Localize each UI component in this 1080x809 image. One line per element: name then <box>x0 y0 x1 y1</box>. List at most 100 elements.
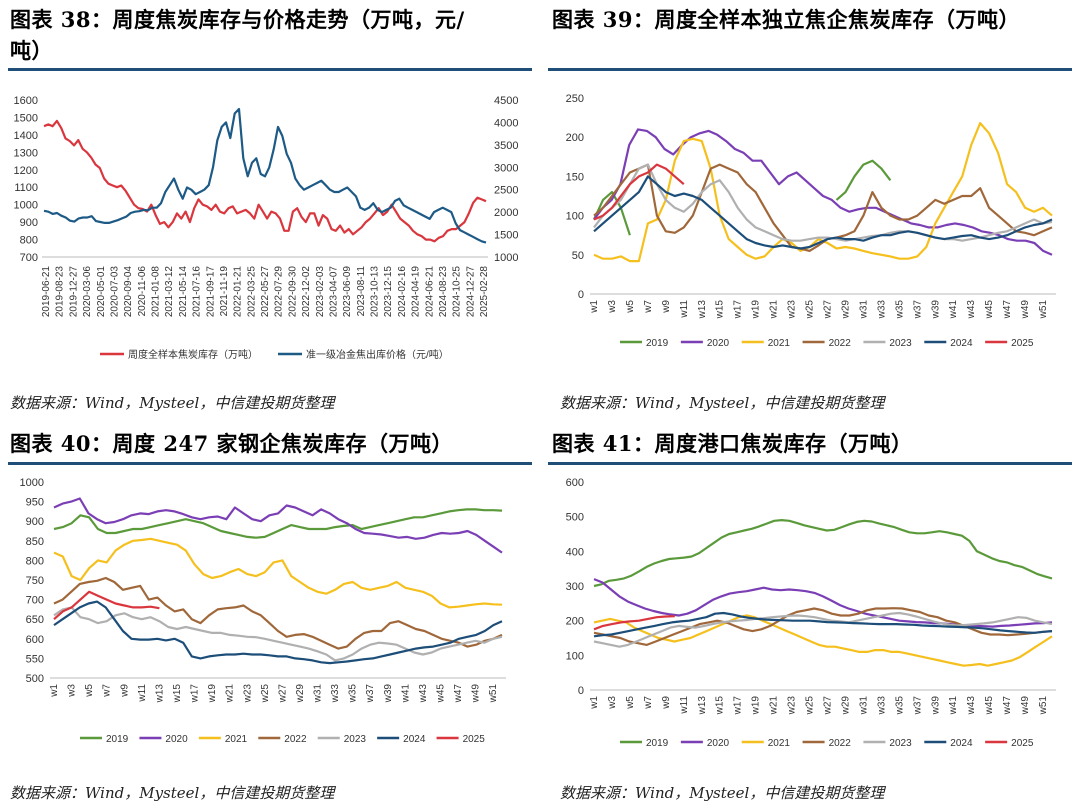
x-tick-label: w41 <box>948 696 959 716</box>
x-tick-label: 2019-12-27 <box>68 266 79 318</box>
x-tick-label: w47 <box>453 684 464 704</box>
x-tick-label: 2023-02-03 <box>315 266 326 318</box>
x-tick-label: w45 <box>984 300 995 320</box>
legend-label-inventory: 周度全样本焦炭库存（万吨） <box>128 348 258 361</box>
legend-label-2024: 2024 <box>950 338 973 349</box>
source-note: 数据来源：Wind，Mysteel，中信建投期货整理 <box>10 784 335 802</box>
chart-38-plot: 700 800 900 1000 1100 1200 1300 1400 1500 1600 100… <box>14 95 519 361</box>
y-tick-label: 850 <box>26 536 44 548</box>
x-tick-label: w23 <box>242 684 253 704</box>
chart-title: 图表 38：周度焦炭库存与价格走势（万吨，元/ 吨） <box>10 4 465 66</box>
y2-tick-label: 3000 <box>494 162 518 174</box>
x-tick-label: 2025-02-28 <box>479 266 490 318</box>
panel-41: 图表 41：周度港口焦炭库存（万吨） 0 100 200 300 400 500 600 w1… <box>548 420 1080 809</box>
series-line-2022 <box>593 163 1053 252</box>
x-tick-label: 2019-08-23 <box>55 266 66 318</box>
x-tick-label: w41 <box>948 300 959 320</box>
x-tick-label: w3 <box>607 300 618 314</box>
series-line-2020 <box>53 497 503 554</box>
x-tick-label: w47 <box>1002 300 1013 320</box>
x-tick-label: 2024-04-19 <box>411 266 422 318</box>
x-tick-label: w17 <box>733 696 744 716</box>
x-tick-label: w37 <box>912 696 923 716</box>
y-tick-label: 200 <box>566 616 584 628</box>
x-tick-label: w43 <box>966 696 977 716</box>
x-tick-label: w35 <box>894 696 905 716</box>
y-tick-label: 0 <box>578 289 584 301</box>
series-line-2022 <box>593 607 1053 646</box>
x-tick-label: w47 <box>1002 696 1013 716</box>
x-tick-label: w33 <box>876 696 887 716</box>
y2-tick-label: 4500 <box>494 95 518 107</box>
y2-tick-label: 1500 <box>494 230 518 242</box>
series-line-2020 <box>593 128 1053 256</box>
panel-38: 图表 38：周度焦炭库存与价格走势（万吨，元/ 吨） 700 800 900 1000… <box>0 0 540 420</box>
x-tick-label: w11 <box>679 696 690 715</box>
legend-label-price: 准一级冶金焦出库价格（元/吨） <box>306 348 449 361</box>
y-tick-label: 500 <box>26 673 44 685</box>
series-line-2024 <box>53 600 503 665</box>
source-note: 数据来源：Wind，Mysteel，中信建投期货整理 <box>560 784 885 802</box>
x-tick-label: 2022-07-29 <box>274 266 285 318</box>
x-tick-label: w29 <box>295 684 306 704</box>
x-tick-label: 2021-05-14 <box>178 266 189 318</box>
y-tick-label: 1500 <box>14 112 38 124</box>
chart-title-line-1: 图表 39：周度全样本独立焦企焦炭库存（万吨） <box>552 7 1021 32</box>
x-tick-label: w21 <box>769 300 780 320</box>
x-tick-label: w5 <box>84 684 95 698</box>
x-tick-label: w3 <box>607 696 618 710</box>
series-line-2023 <box>593 611 1053 648</box>
y-tick-label: 300 <box>566 581 584 593</box>
y-tick-label: 550 <box>26 653 44 665</box>
x-tick-label: w19 <box>751 300 762 320</box>
x-tick-label: w49 <box>471 684 482 704</box>
x-tick-label: w19 <box>751 696 762 716</box>
legend-label-2022: 2022 <box>829 738 852 749</box>
x-tick-label: w9 <box>119 684 130 698</box>
x-tick-label: w3 <box>67 684 78 698</box>
x-tick-label: w43 <box>418 684 429 704</box>
legend-label-2023: 2023 <box>344 734 367 745</box>
x-tick-label: 2024-12-27 <box>465 266 476 318</box>
series-line-2019 <box>593 159 892 236</box>
legend-label-2019: 2019 <box>106 734 129 745</box>
x-tick-label: w27 <box>277 684 288 704</box>
x-tick-label: w33 <box>330 684 341 704</box>
y-tick-label: 800 <box>26 555 44 567</box>
y-tick-label: 700 <box>26 595 44 607</box>
x-tick-label: w15 <box>715 300 726 320</box>
series-line-2023 <box>53 606 503 662</box>
x-tick-label: w25 <box>805 300 816 320</box>
x-tick-label: 2022-03-25 <box>246 266 257 318</box>
title-rule <box>8 68 532 71</box>
panel-39: 图表 39：周度全样本独立焦企焦炭库存（万吨） 0 50 100 150 200 250 w… <box>548 0 1080 420</box>
x-tick-label: w5 <box>625 300 636 314</box>
x-tick-label: 2021-09-17 <box>205 266 216 318</box>
x-tick-label: w15 <box>715 696 726 716</box>
series-line-2023 <box>593 163 1053 242</box>
x-tick-label: 2020-05-01 <box>96 266 107 318</box>
x-tick-label: 2021-03-12 <box>164 266 175 318</box>
y2-tick-label: 1000 <box>494 252 518 264</box>
x-tick-label: w51 <box>1038 696 1049 716</box>
chart-title-line-1: 图表 41：周度港口焦炭库存（万吨） <box>552 431 913 456</box>
x-tick-label: w5 <box>625 696 636 710</box>
series-line-2019 <box>53 508 503 539</box>
title-rule <box>8 462 532 465</box>
x-tick-label: w21 <box>769 696 780 716</box>
x-tick-label: 2020-09-04 <box>123 266 134 318</box>
x-tick-label: w9 <box>661 300 672 314</box>
series-line-2024 <box>593 611 1053 638</box>
x-tick-label: w17 <box>733 300 744 320</box>
y-tick-label: 500 <box>566 512 584 524</box>
y-tick-label: 200 <box>566 132 584 144</box>
y-tick-label: 900 <box>26 516 44 528</box>
title-rule <box>548 462 1072 465</box>
y2-tick-label: 2500 <box>494 185 518 197</box>
y-tick-label: 100 <box>566 650 584 662</box>
legend-label-2021: 2021 <box>225 734 248 745</box>
x-tick-label: w45 <box>436 684 447 704</box>
x-tick-label: 2023-04-07 <box>328 266 339 318</box>
series-line-0 <box>43 119 487 243</box>
x-tick-label: w49 <box>1020 696 1031 716</box>
